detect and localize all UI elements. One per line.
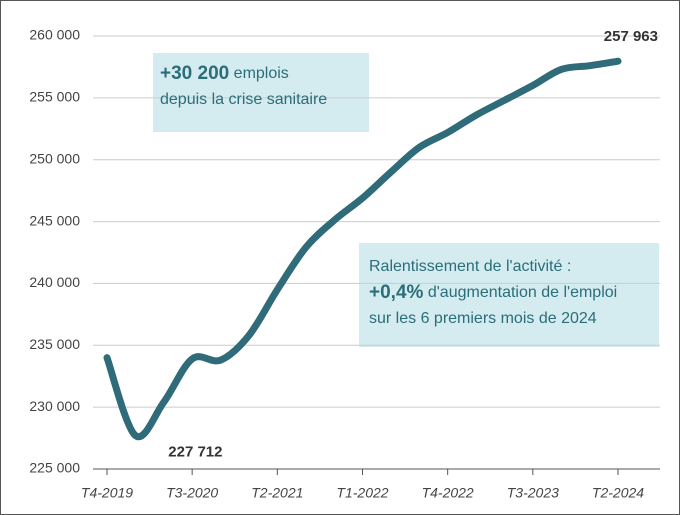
annotation-box	[153, 53, 369, 132]
annotation: sur les 6 premiers mois de 2024	[369, 310, 597, 327]
x-tick-label: T3-2020	[166, 485, 218, 501]
x-tick-label: T2-2024	[592, 485, 644, 501]
y-tick-label: 260 000	[29, 27, 80, 43]
y-tick-label: 230 000	[29, 398, 80, 414]
annotation-span: emplois	[229, 65, 289, 82]
data-label: 227 712	[168, 443, 222, 460]
x-tick-label: T4-2019	[81, 485, 133, 501]
y-tick-label: 240 000	[29, 274, 80, 290]
x-tick-label: T4-2022	[422, 485, 474, 501]
annotation-span: +30 200	[160, 63, 229, 84]
annotation-span: Ralentissement de l'activité :	[369, 258, 571, 275]
x-tick-label: T1-2022	[336, 485, 388, 501]
y-tick-label: 255 000	[29, 89, 80, 105]
line	[103, 57, 622, 441]
data-label: 257 963	[604, 28, 658, 45]
annotation: +0,4% d'augmentation de l'emploi	[369, 282, 617, 303]
x-tick-label: T3-2023	[507, 485, 559, 501]
annotation-span: d'augmentation de l'emploi	[423, 284, 617, 301]
annotation-span: sur les 6 premiers mois de 2024	[369, 310, 597, 327]
annotation-box	[359, 243, 659, 347]
annotation: Ralentissement de l'activité :	[369, 258, 571, 275]
annotation: depuis la crise sanitaire	[160, 91, 327, 108]
annotation: +30 200 emplois	[160, 63, 289, 84]
annotation-span: depuis la crise sanitaire	[160, 91, 327, 108]
annotation-span: +0,4%	[369, 282, 424, 303]
y-tick-label: 225 000	[29, 460, 80, 476]
x-tick-label: T2-2021	[251, 485, 303, 501]
y-tick-label: 250 000	[29, 150, 80, 166]
y-tick-label: 235 000	[29, 336, 80, 352]
y-tick-label: 245 000	[29, 212, 80, 228]
